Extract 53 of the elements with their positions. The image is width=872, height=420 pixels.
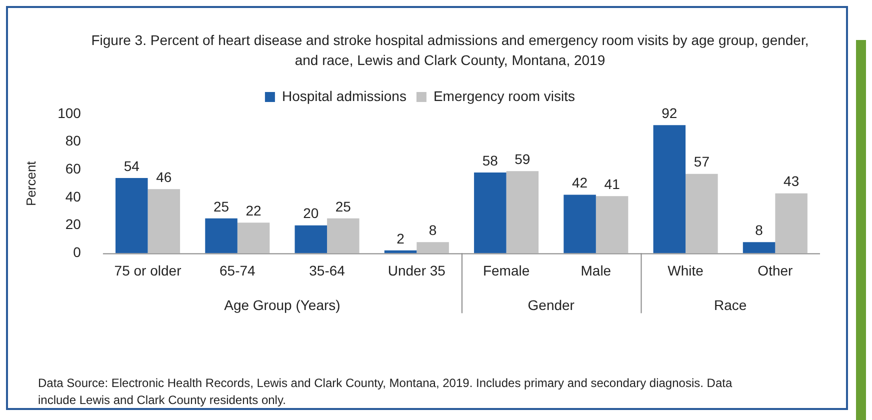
bar — [327, 218, 360, 254]
data-label: 25 — [335, 198, 352, 214]
x-tick-label: Other — [758, 262, 794, 278]
data-label: 57 — [694, 154, 710, 170]
x-tick-label: 35-64 — [309, 262, 346, 278]
data-label: 43 — [784, 173, 800, 190]
text: Age Group (Years) — [224, 297, 340, 314]
bar — [474, 172, 506, 254]
bar — [775, 193, 808, 254]
data-label: 2 — [396, 230, 405, 246]
text: Race — [714, 297, 747, 314]
data-label: 54 — [124, 158, 140, 174]
data-label: 22 — [246, 202, 262, 218]
y-axis-title: Percent — [23, 160, 38, 206]
bar — [686, 174, 718, 254]
data-label: 92 — [662, 104, 678, 121]
y-tick-label: 40 — [65, 188, 82, 204]
bar — [596, 196, 628, 254]
bar — [294, 225, 328, 254]
bar — [148, 189, 180, 254]
data-label: 41 — [604, 176, 620, 192]
data-label: 58 — [482, 152, 498, 168]
x-tick-label: 75 or older — [114, 262, 182, 278]
y-tick-label: 100 — [58, 104, 82, 121]
y-tick-label: 0 — [73, 244, 82, 260]
chart-title: Figure 3. Percent of heart disease and stroke hospital admissions and emergency room visits by age group, gender, and race, Lewis and Clark County, Montana, 2019 — [90, 31, 810, 70]
y-tick-label: 60 — [65, 160, 82, 177]
text: Gender — [528, 297, 575, 314]
bar — [742, 242, 776, 254]
source-note: Data Source: Electronic Health Records, Lewis and Clark County, Montana, 2019. Includes primary and secondary diagnosis. Data include Lewis and Clark County residents only. — [38, 375, 734, 409]
x-tick-label: 65-74 — [219, 262, 256, 278]
data-label: 20 — [303, 205, 319, 222]
y-tick-label: 80 — [65, 132, 82, 149]
x-tick-label: Male — [580, 262, 612, 278]
bar — [237, 222, 270, 254]
data-label: 8 — [428, 222, 437, 238]
data-label: 42 — [572, 174, 588, 191]
bar — [653, 125, 686, 254]
x-tick-label: Under 35 — [388, 262, 446, 278]
legend-label: Hospital admissions — [282, 88, 406, 104]
bar — [506, 171, 539, 254]
legend-label: Emergency room visits — [433, 88, 576, 104]
data-label: 59 — [514, 150, 530, 167]
bar — [564, 194, 596, 254]
data-label: 8 — [755, 222, 764, 238]
bar — [116, 178, 148, 254]
data-label: 25 — [213, 198, 230, 214]
x-tick-label: White — [668, 262, 704, 278]
bar — [205, 218, 238, 254]
x-tick-label: Female — [482, 262, 530, 278]
data-label: 46 — [156, 169, 172, 186]
y-tick-label: 20 — [65, 216, 82, 232]
bar — [416, 242, 449, 254]
